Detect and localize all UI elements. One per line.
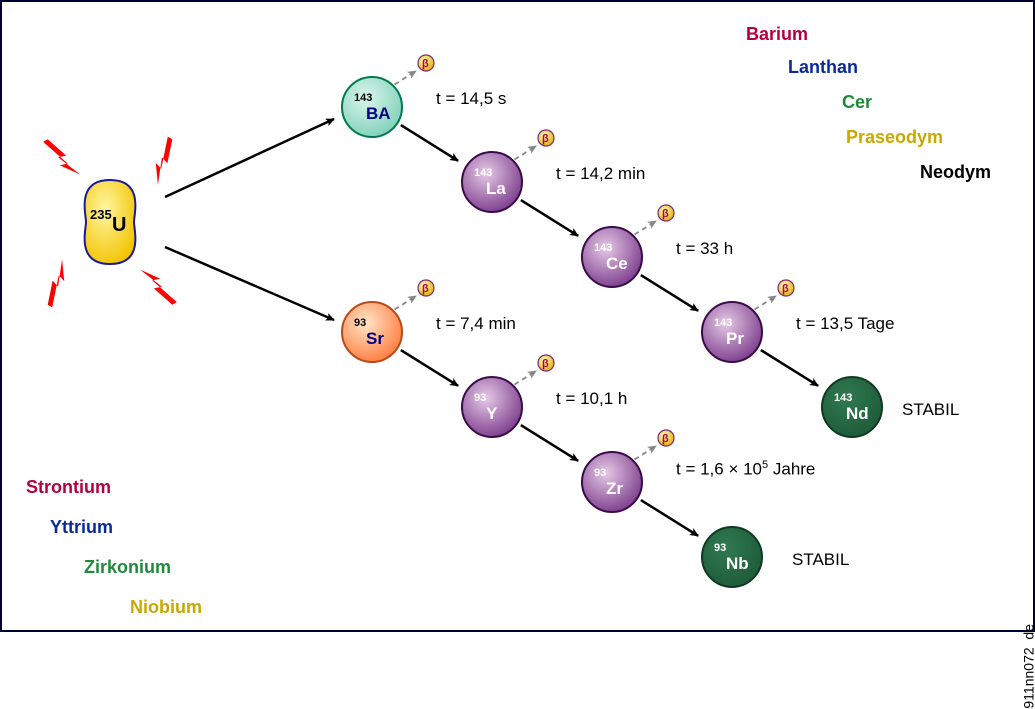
fission-bolt-icon [39,259,76,307]
svg-text:93: 93 [354,317,366,329]
legend-bottom-item: Yttrium [50,517,113,538]
svg-text:235: 235 [90,207,112,222]
legend-top-item: Praseodym [846,127,943,148]
decay-arrow [641,275,698,311]
svg-text:BA: BA [366,104,391,123]
svg-text:β: β [422,283,429,295]
legend-bottom-item: Zirkonium [84,557,171,578]
svg-text:93: 93 [714,542,726,554]
uranium-nucleus [85,180,136,264]
legend-top-item: Cer [842,92,872,113]
beta-arrow [515,371,537,385]
halflife-label: t = 33 h [676,239,733,259]
stable-label: STABIL [902,400,959,420]
beta-arrow [395,71,417,85]
legend-top-item: Neodym [920,162,991,183]
svg-text:93: 93 [594,467,606,479]
stable-label: STABIL [792,550,849,570]
svg-text:93: 93 [474,392,486,404]
decay-arrow [521,425,578,461]
legend-top-item: Barium [746,24,808,45]
svg-text:U: U [112,214,126,236]
svg-text:β: β [542,133,549,145]
svg-text:143: 143 [474,167,492,179]
svg-text:Nd: Nd [846,404,869,423]
svg-text:143: 143 [594,242,612,254]
split-arrow-bottom [165,247,334,320]
beta-arrow [755,296,777,310]
svg-text:β: β [422,58,429,70]
split-arrow-top [165,119,334,197]
svg-text:Ce: Ce [606,254,628,273]
legend-bottom-item: Niobium [130,597,202,618]
beta-arrow [635,446,657,460]
svg-text:Y: Y [486,404,498,423]
fission-bolt-icon [43,134,80,182]
svg-text:143: 143 [714,317,732,329]
decay-arrow [401,125,458,161]
fission-bolt-icon [144,137,181,185]
svg-text:β: β [542,358,549,370]
decay-arrow [761,350,818,386]
halflife-label: t = 7,4 min [436,314,516,334]
halflife-label: t = 14,2 min [556,164,645,184]
beta-arrow [635,221,657,235]
diagram-id: 911nn072_de [1021,624,1035,709]
svg-text:143: 143 [354,92,372,104]
legend-bottom-item: Strontium [26,477,111,498]
svg-text:Zr: Zr [606,479,623,498]
fission-bolt-icon [140,262,177,310]
halflife-label: t = 13,5 Tage [796,314,894,334]
decay-arrow [641,500,698,536]
halflife-label: t = 10,1 h [556,389,627,409]
decay-arrow [401,350,458,386]
svg-text:β: β [662,208,669,220]
beta-arrow [395,296,417,310]
halflife-label: t = 14,5 s [436,89,506,109]
legend-top-item: Lanthan [788,57,858,78]
halflife-label: t = 1,6 × 105 Jahre [676,459,815,480]
svg-text:β: β [782,283,789,295]
svg-text:Nb: Nb [726,554,749,573]
decay-arrow [521,200,578,236]
svg-text:La: La [486,179,506,198]
svg-text:Pr: Pr [726,329,744,348]
svg-text:Sr: Sr [366,329,384,348]
diagram-frame: 235U143BAβ143Laβ143Ceβ143Prβ143Nd93Srβ93… [0,0,1035,632]
beta-arrow [515,146,537,160]
svg-text:β: β [662,433,669,445]
svg-text:143: 143 [834,392,852,404]
